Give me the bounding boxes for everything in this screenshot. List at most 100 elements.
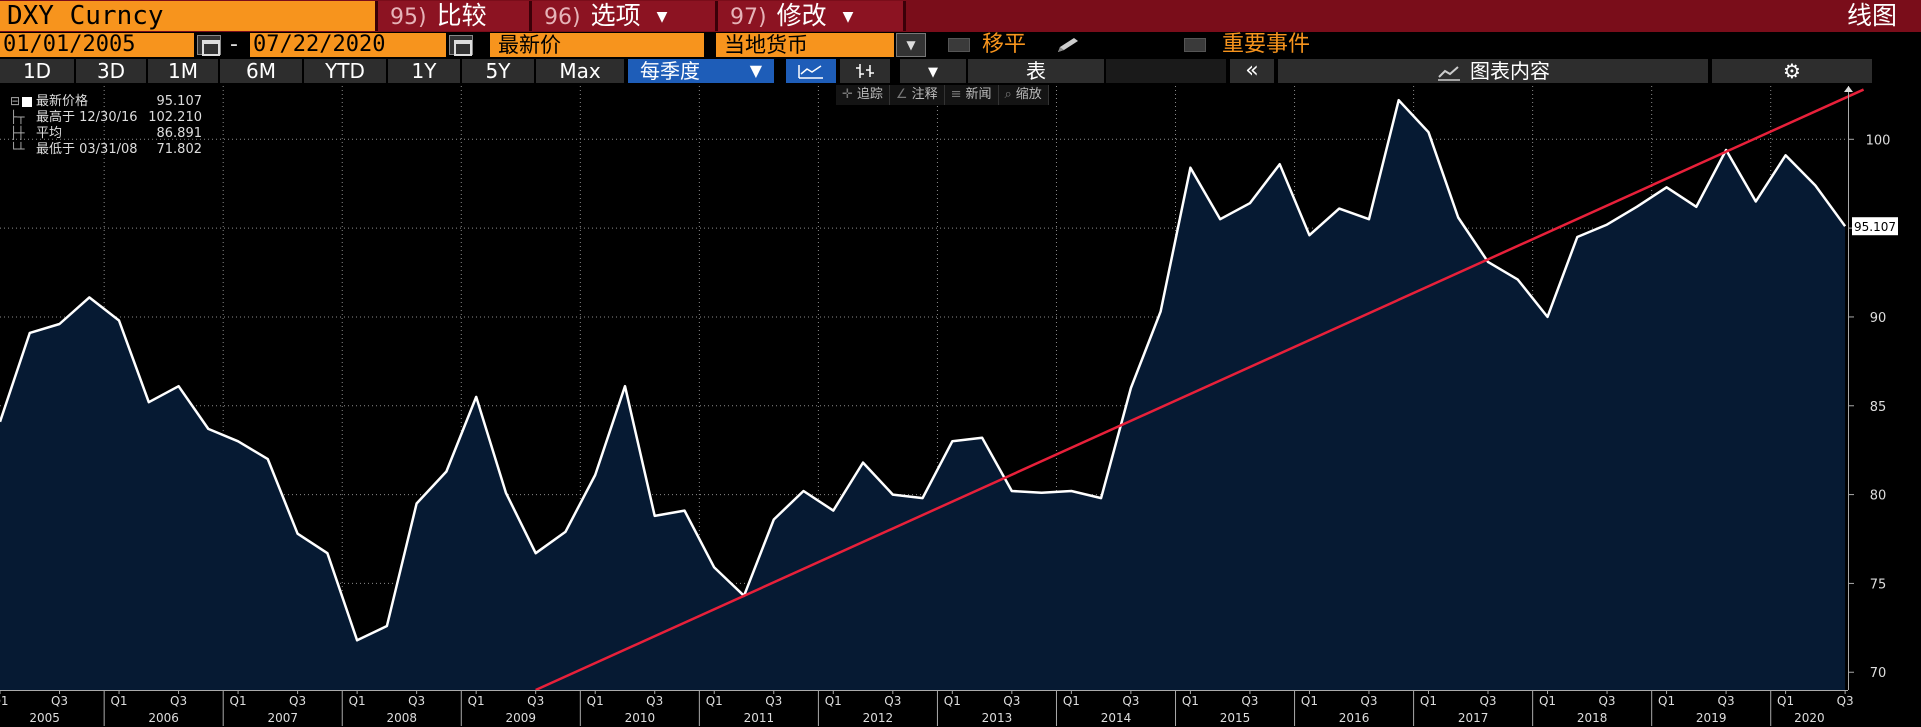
settings-button[interactable]: ⚙	[1712, 59, 1872, 83]
legend-last-value: 95.107	[156, 94, 203, 109]
calendar-icon[interactable]	[197, 35, 221, 56]
legend-avg: ├┼ 平均 86.891	[6, 126, 202, 142]
trend-line[interactable]	[535, 88, 1865, 692]
compare-button[interactable]: 95) 比较	[378, 1, 532, 31]
chevron-down-icon[interactable]: ▼	[896, 33, 926, 57]
currency-select[interactable]: 当地货币	[716, 33, 894, 57]
y-tick-label: 75	[1870, 577, 1887, 592]
x-tick-label: Q1	[587, 694, 604, 708]
chart-content-button[interactable]: 图表内容	[1278, 59, 1708, 83]
series-area-fill	[0, 100, 1846, 690]
frequency-label: 每季度	[640, 59, 700, 83]
chart-legend: ⊟ 最新价格 95.107 ├┬ 最高于 12/30/16 102.210 ├┼…	[6, 94, 202, 158]
x-year-label: 2005	[29, 711, 60, 725]
zoom-tool-label: 缩放	[1015, 87, 1042, 102]
legend-high-label: 最高于 12/30/16	[36, 110, 138, 125]
chart-area[interactable]: 70758085909510095.107Q1Q3Q1Q3Q1Q3Q1Q3Q1Q…	[0, 84, 1921, 727]
y-tick-label: 100	[1866, 133, 1891, 148]
modify-button-label: 修改	[776, 1, 827, 30]
start-date-input[interactable]: 01/01/2005	[0, 33, 194, 57]
price-field-select[interactable]: 最新价	[490, 33, 704, 57]
news-icon: ≡	[950, 87, 962, 102]
x-tick-label: Q1	[944, 694, 961, 708]
series-swatch	[22, 97, 32, 107]
bar-chart-button[interactable]	[840, 59, 890, 83]
range-5y-button[interactable]: 5Y	[462, 59, 534, 83]
x-tick-label: Q1	[0, 694, 9, 708]
y-tick-label: 90	[1870, 311, 1887, 326]
range-6m-button[interactable]: 6M	[220, 59, 302, 83]
range-max-button[interactable]: Max	[536, 59, 624, 83]
x-tick-label: Q1	[1420, 694, 1437, 708]
annotate-tool[interactable]: ∠ 注释	[890, 85, 945, 105]
toolbar-blank-field	[1106, 59, 1226, 83]
chart-kind-label: 线图	[1846, 1, 1897, 30]
date-separator: -	[230, 32, 238, 57]
chart-type-dropdown[interactable]: ▼	[900, 59, 966, 83]
modify-button[interactable]: 97) 修改 ▼	[718, 1, 906, 31]
shift-label: 移平	[982, 32, 1027, 57]
crosshair-icon: ✛	[842, 87, 853, 102]
range-1d-button[interactable]: 1D	[0, 59, 74, 83]
chevron-down-icon: ▼	[928, 65, 938, 80]
range-1m-button[interactable]: 1M	[148, 59, 218, 83]
tree-toggle-icon[interactable]: ⊟	[10, 94, 21, 108]
compare-button-number: 95)	[390, 5, 427, 30]
chart-content-label: 图表内容	[1470, 59, 1550, 83]
track-tool-label: 追踪	[856, 87, 883, 102]
ohlc-bar-icon	[856, 64, 874, 78]
x-year-label: 2013	[982, 711, 1013, 725]
x-tick-label: Q3	[1479, 694, 1496, 708]
x-tick-label: Q1	[1063, 694, 1080, 708]
x-tick-label: Q1	[1777, 694, 1794, 708]
frequency-select[interactable]: 每季度 ▼	[628, 59, 774, 83]
last-value-label: 95.107	[1854, 220, 1896, 234]
range-ytd-button[interactable]: YTD	[304, 59, 386, 83]
x-tick-label: Q3	[1718, 694, 1735, 708]
x-tick-label: Q3	[1003, 694, 1020, 708]
x-tick-label: Q3	[1360, 694, 1377, 708]
x-tick-label: Q3	[1837, 694, 1854, 708]
average-marker-icon: ├┼	[10, 126, 25, 140]
end-date-input[interactable]: 07/22/2020	[250, 33, 446, 57]
shift-checkbox[interactable]	[948, 38, 970, 52]
track-tool[interactable]: ✛ 追踪	[836, 85, 890, 105]
modify-button-number: 97)	[730, 5, 767, 30]
pencil-icon[interactable]	[1054, 36, 1084, 54]
events-checkbox[interactable]	[1184, 38, 1206, 52]
table-button[interactable]: 表	[968, 59, 1104, 83]
x-year-label: 2015	[1220, 711, 1251, 725]
range-1y-button[interactable]: 1Y	[388, 59, 460, 83]
x-tick-label: Q1	[349, 694, 366, 708]
legend-last[interactable]: ⊟ 最新价格 95.107	[6, 94, 202, 110]
collapse-button[interactable]: «	[1230, 59, 1274, 83]
x-year-label: 2020	[1794, 711, 1825, 725]
compare-button-label: 比较	[436, 1, 487, 30]
options-button[interactable]: 96) 选项 ▼	[532, 1, 718, 31]
news-tool[interactable]: ≡ 新闻	[945, 85, 999, 105]
x-year-label: 2017	[1458, 711, 1489, 725]
x-tick-label: Q1	[110, 694, 127, 708]
line-chart-icon	[798, 65, 823, 79]
zoom-tool[interactable]: ⌕ 缩放	[999, 85, 1049, 105]
line-chart-button[interactable]	[786, 59, 836, 83]
y-tick-label: 85	[1870, 400, 1887, 415]
options-button-label: 选项	[590, 1, 641, 30]
legend-high: ├┬ 最高于 12/30/16 102.210	[6, 110, 202, 126]
legend-low-label: 最低于 03/31/08	[36, 142, 138, 157]
ticker-field[interactable]: DXY Curncy	[0, 1, 378, 31]
low-marker-icon: └┴	[10, 142, 25, 156]
calendar-icon[interactable]	[449, 35, 473, 56]
chart-tool-tabs: ✛ 追踪 ∠ 注释 ≡ 新闻 ⌕ 缩放	[836, 85, 1049, 105]
range-3d-button[interactable]: 3D	[76, 59, 146, 83]
series-line[interactable]	[0, 98, 1847, 642]
chart-content-icon	[1438, 65, 1460, 81]
toolbar: 1D 3D 1M 6M YTD 1Y 5Y Max 每季度 ▼ ▼ 表 « 图表…	[0, 58, 1921, 84]
x-tick-label: Q3	[1122, 694, 1139, 708]
x-tick-label: Q1	[1182, 694, 1199, 708]
legend-low: └┴ 最低于 03/31/08 71.802	[6, 142, 202, 158]
y-tick-label: 70	[1870, 666, 1887, 681]
price-chart[interactable]: 70758085909510095.107Q1Q3Q1Q3Q1Q3Q1Q3Q1Q…	[0, 84, 1921, 727]
x-year-label: 2012	[863, 711, 894, 725]
x-year-label: 2014	[1101, 711, 1132, 725]
